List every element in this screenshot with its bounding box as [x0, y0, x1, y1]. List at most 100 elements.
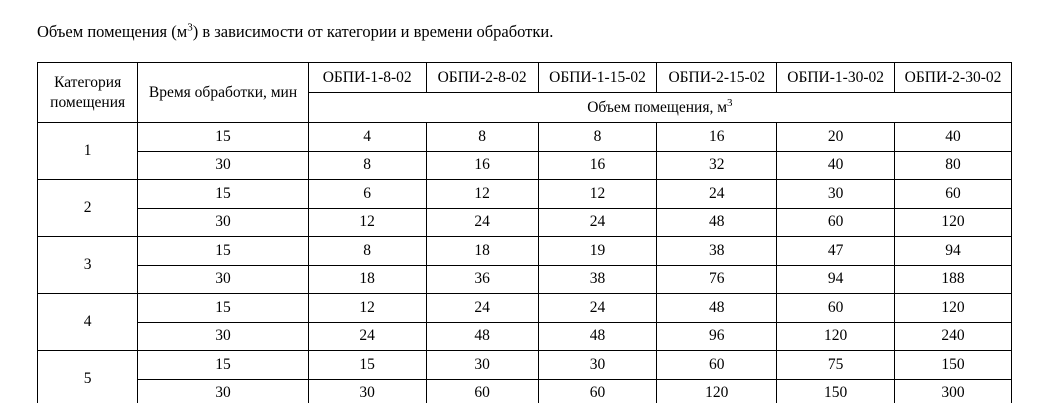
table-row: 30 12 24 24 48 60 120: [38, 207, 1012, 237]
value-cell: 32: [656, 150, 778, 180]
value-cell: 36: [425, 264, 539, 294]
value-cell: 24: [307, 321, 427, 351]
category-cell: 2: [36, 179, 139, 237]
value-cell: 8: [537, 122, 658, 152]
value-cell: 120: [894, 293, 1012, 323]
category-cell: 3: [36, 236, 139, 294]
value-cell: 60: [656, 350, 778, 380]
value-cell: 30: [307, 378, 427, 403]
value-cell: 38: [537, 264, 658, 294]
table-row: 1 15 4 8 8 16 20 40: [36, 122, 1012, 180]
value-cell: 16: [425, 150, 539, 180]
value-cell: 8: [307, 150, 427, 180]
value-cell: 150: [894, 350, 1012, 380]
header-volume-superscript: 3: [727, 96, 733, 109]
value-cell: 30: [776, 179, 896, 209]
table-row: 4 15 12 24 24 48 60 120: [36, 293, 1012, 351]
value-cell: 15: [307, 350, 427, 380]
value-cell: 16: [537, 150, 658, 180]
value-cell: 18: [425, 236, 539, 266]
header-device: ОБПИ-1-30-02: [776, 62, 896, 93]
header-row-devices: Категория помещения Время обработки, мин…: [36, 62, 1012, 123]
value-cell: 48: [656, 207, 778, 237]
value-cell: 24: [425, 293, 539, 323]
value-cell: 76: [656, 264, 778, 294]
table-row: 3 15 8 18 19 38 47 94: [36, 236, 1012, 294]
category-cell: 1: [36, 122, 139, 180]
value-cell: 80: [894, 150, 1012, 180]
time-cell: 30: [137, 321, 309, 351]
value-cell: 300: [894, 378, 1012, 403]
value-cell: 120: [776, 321, 896, 351]
value-cell: 60: [425, 378, 539, 403]
value-cell: 12: [307, 207, 427, 237]
value-cell: 12: [425, 179, 539, 209]
value-cell: 48: [425, 321, 539, 351]
value-cell: 120: [894, 207, 1012, 237]
value-cell: 38: [656, 236, 778, 266]
header-volume-label: Объем помещения, м3: [307, 92, 1013, 123]
value-cell: 60: [537, 378, 658, 403]
table-row: 30 30 60 60 120 150 300: [38, 378, 1012, 403]
table-title: Объем помещения (м3) в зависимости от ка…: [37, 22, 553, 42]
value-cell: 12: [307, 293, 427, 323]
table-row: 30 8 16 16 32 40 80: [38, 150, 1012, 180]
time-cell: 30: [137, 207, 309, 237]
header-device: ОБПИ-2-8-02: [425, 62, 539, 93]
header-volume-label-text: Объем помещения, м: [587, 98, 728, 116]
value-cell: 40: [776, 150, 896, 180]
value-cell: 75: [776, 350, 896, 380]
header-row-volume: Объем помещения, м3: [38, 92, 1013, 123]
value-cell: 240: [894, 321, 1012, 351]
value-cell: 94: [894, 236, 1012, 266]
value-cell: 24: [537, 293, 658, 323]
value-cell: 150: [776, 378, 896, 403]
table-row: 5 15 15 30 30 60 75 150: [36, 350, 1012, 403]
value-cell: 60: [776, 293, 896, 323]
title-superscript: 3: [187, 21, 193, 34]
table-row: 30 18 36 38 76 94 188: [38, 264, 1012, 294]
header-time: Время обработки, мин: [137, 62, 309, 123]
value-cell: 18: [307, 264, 427, 294]
value-cell: 20: [776, 122, 896, 152]
value-cell: 8: [425, 122, 539, 152]
value-cell: 48: [656, 293, 778, 323]
category-cell: 5: [36, 350, 139, 403]
value-cell: 30: [537, 350, 658, 380]
category-cell: 4: [36, 293, 139, 351]
value-cell: 19: [537, 236, 658, 266]
time-cell: 30: [137, 378, 309, 403]
value-cell: 6: [307, 179, 427, 209]
value-cell: 60: [776, 207, 896, 237]
value-cell: 24: [425, 207, 539, 237]
value-cell: 30: [425, 350, 539, 380]
time-cell: 30: [137, 264, 309, 294]
time-cell: 15: [137, 293, 309, 323]
value-cell: 188: [894, 264, 1012, 294]
time-cell: 15: [137, 236, 309, 266]
value-cell: 47: [776, 236, 896, 266]
value-cell: 60: [894, 179, 1012, 209]
value-cell: 24: [656, 179, 778, 209]
table-title-suffix: ) в зависимости от категории и времени о…: [192, 22, 554, 41]
header-device: ОБПИ-2-30-02: [894, 62, 1012, 93]
value-cell: 8: [307, 236, 427, 266]
time-cell: 15: [137, 350, 309, 380]
value-cell: 16: [656, 122, 778, 152]
value-cell: 48: [537, 321, 658, 351]
time-cell: 15: [137, 179, 309, 209]
value-cell: 4: [307, 122, 427, 152]
volume-table: Категория помещения Время обработки, мин…: [36, 62, 1013, 403]
value-cell: 24: [537, 207, 658, 237]
header-device: ОБПИ-2-15-02: [656, 62, 778, 93]
table-title-prefix: Объем помещения (м: [37, 22, 188, 41]
table-row: 30 24 48 48 96 120 240: [38, 321, 1012, 351]
header-device: ОБПИ-1-15-02: [537, 62, 658, 93]
value-cell: 40: [894, 122, 1012, 152]
header-device: ОБПИ-1-8-02: [307, 62, 427, 93]
time-cell: 30: [137, 150, 309, 180]
value-cell: 120: [656, 378, 778, 403]
value-cell: 12: [537, 179, 658, 209]
value-cell: 94: [776, 264, 896, 294]
